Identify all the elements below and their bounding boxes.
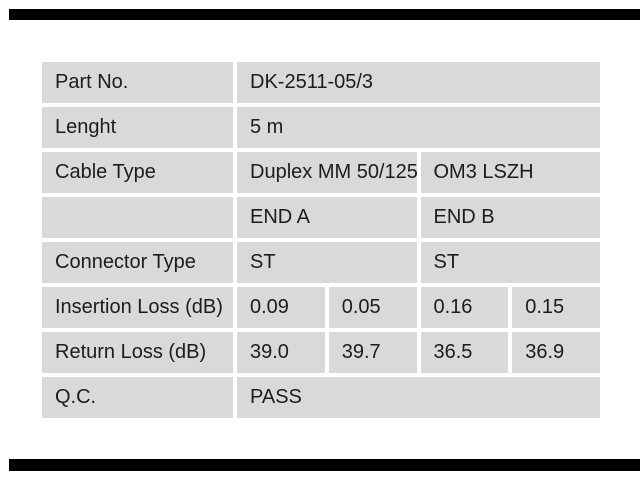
insertion-loss-value-1: 0.09 xyxy=(237,287,325,328)
end-b-header: END B xyxy=(420,197,600,238)
row-label-insertion-loss: Insertion Loss (dB) xyxy=(42,287,233,328)
insertion-loss-value-4: 0.15 xyxy=(512,287,600,328)
connector-type-end-b: ST xyxy=(420,242,600,283)
insertion-loss-value-3: 0.16 xyxy=(420,287,509,328)
row-label-part-no: Part No. xyxy=(42,62,233,103)
return-loss-value-1: 39.0 xyxy=(237,332,325,373)
connector-type-end-a: ST xyxy=(237,242,417,283)
return-loss-value-4: 36.9 xyxy=(512,332,600,373)
bottom-black-bar xyxy=(9,459,640,471)
row-label-length: Lenght xyxy=(42,107,233,148)
cable-type-value-1: Duplex MM 50/125 xyxy=(237,152,417,193)
row-label-cable-type: Cable Type xyxy=(42,152,233,193)
row-label-empty xyxy=(42,197,233,238)
row-label-qc: Q.C. xyxy=(42,377,233,418)
cable-type-value-2: OM3 LSZH xyxy=(420,152,600,193)
row-label-connector-type: Connector Type xyxy=(42,242,233,283)
insertion-loss-value-2: 0.05 xyxy=(328,287,417,328)
part-no-value: DK-2511-05/3 xyxy=(237,62,600,103)
spec-table: Part No. DK-2511-05/3 Lenght 5 m Cable T… xyxy=(42,62,600,418)
top-black-bar xyxy=(9,9,640,20)
length-value: 5 m xyxy=(237,107,600,148)
return-loss-value-2: 39.7 xyxy=(328,332,417,373)
row-label-return-loss: Return Loss (dB) xyxy=(42,332,233,373)
end-a-header: END A xyxy=(237,197,417,238)
qc-value: PASS xyxy=(237,377,600,418)
return-loss-value-3: 36.5 xyxy=(420,332,509,373)
